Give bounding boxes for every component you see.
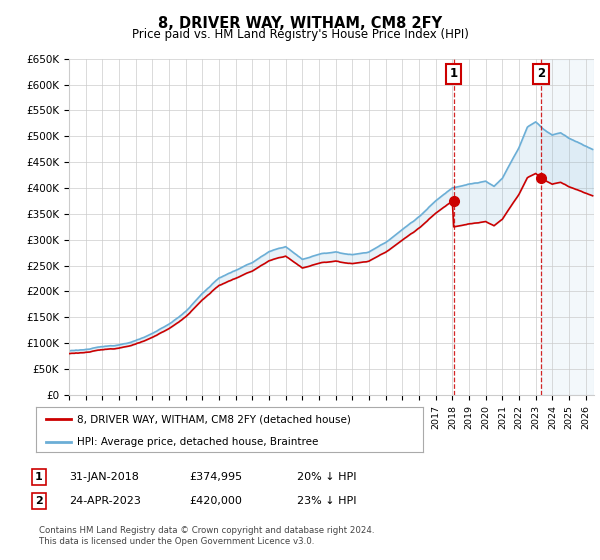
Text: 2: 2	[35, 496, 43, 506]
Text: 1: 1	[449, 67, 458, 81]
Text: 8, DRIVER WAY, WITHAM, CM8 2FY (detached house): 8, DRIVER WAY, WITHAM, CM8 2FY (detached…	[77, 414, 350, 424]
Text: 2: 2	[537, 67, 545, 81]
Text: HPI: Average price, detached house, Braintree: HPI: Average price, detached house, Brai…	[77, 437, 318, 447]
Text: £420,000: £420,000	[189, 496, 242, 506]
Text: 8, DRIVER WAY, WITHAM, CM8 2FY: 8, DRIVER WAY, WITHAM, CM8 2FY	[158, 16, 442, 31]
Text: 23% ↓ HPI: 23% ↓ HPI	[297, 496, 356, 506]
Text: 24-APR-2023: 24-APR-2023	[69, 496, 141, 506]
Text: £374,995: £374,995	[189, 472, 242, 482]
Bar	[541, 59, 594, 395]
Text: 20% ↓ HPI: 20% ↓ HPI	[297, 472, 356, 482]
Text: Contains HM Land Registry data © Crown copyright and database right 2024.
This d: Contains HM Land Registry data © Crown c…	[39, 526, 374, 546]
Text: 1: 1	[35, 472, 43, 482]
Text: Price paid vs. HM Land Registry's House Price Index (HPI): Price paid vs. HM Land Registry's House …	[131, 28, 469, 41]
Text: 31-JAN-2018: 31-JAN-2018	[69, 472, 139, 482]
